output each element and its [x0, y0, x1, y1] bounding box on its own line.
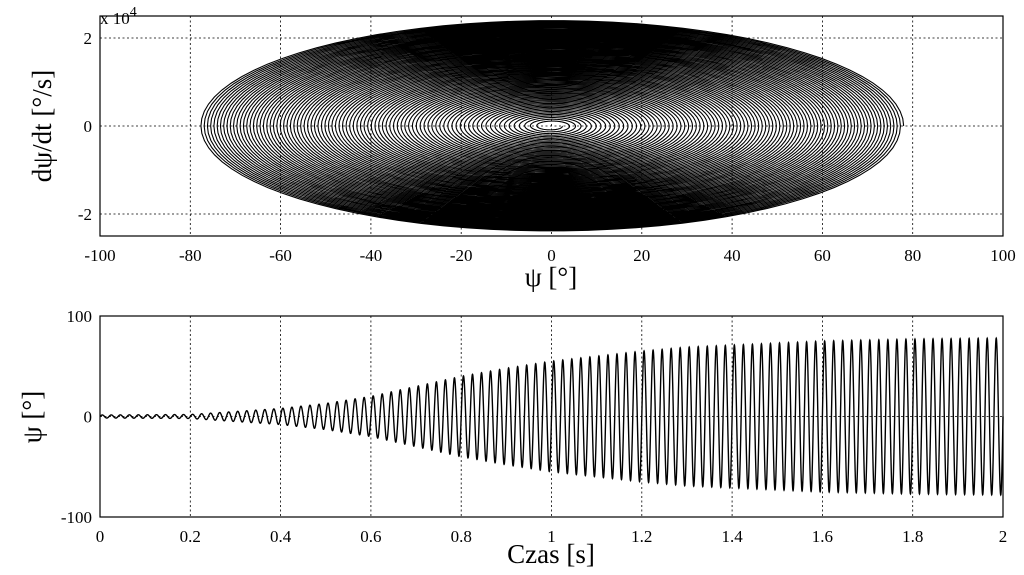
x-tick-label: 0.6: [360, 527, 381, 546]
phase-portrait-plot: -100 -80 -60 -40 -20 0 20 40 60 80 100 -202 x 104 …: [27, 5, 1016, 292]
x-tick-label: -20: [450, 246, 473, 265]
x-tick-label: 1.4: [721, 527, 743, 546]
x-tick-label: 1.6: [812, 527, 833, 546]
phase-plot-y-axis-label: dψ/dt [°/s]: [27, 70, 57, 182]
y-exponent-label: x 104: [100, 5, 137, 28]
y-tick-label: -100: [61, 508, 92, 527]
x-tick-label: 40: [724, 246, 741, 265]
x-tick-label: 100: [990, 246, 1016, 265]
x-tick-label: 2: [999, 527, 1008, 546]
x-tick-label: 1: [547, 527, 556, 546]
x-tick-label: 0: [96, 527, 105, 546]
x-tick-label: 0.4: [270, 527, 292, 546]
y-tick-label: -2: [78, 205, 92, 224]
phase-plot-y-tick-labels: -2 0 2: [78, 29, 92, 224]
time-plot-curve: [99, 336, 1004, 497]
x-tick-label: -40: [360, 246, 383, 265]
time-plot-y-axis-label: ψ [°]: [17, 391, 47, 443]
x-tick-label: -80: [179, 246, 202, 265]
x-tick-label: 1.2: [631, 527, 652, 546]
x-tick-label: 60: [814, 246, 831, 265]
y-tick-label: 0: [84, 408, 93, 427]
x-tick-label: 1.8: [902, 527, 923, 546]
phase-plot-x-axis-label: ψ [°]: [525, 262, 577, 292]
phase-plot-curve: [200, 20, 905, 232]
x-tick-label: -100: [84, 246, 115, 265]
y-tick-label: 100: [67, 307, 93, 326]
x-tick-label: -60: [269, 246, 292, 265]
x-tick-label: 80: [904, 246, 921, 265]
y-tick-label: 2: [84, 29, 93, 48]
phase-plot-x-tick-labels: -100 -80 -60 -40 -20 0 20 40 60 80 100: [84, 246, 1015, 265]
psi-time-series-line: [99, 336, 1004, 497]
x-tick-label: 0.8: [451, 527, 472, 546]
x-tick-label: 0.2: [180, 527, 201, 546]
phase-spiral-line: [200, 20, 905, 232]
time-plot-x-axis-label: Czas [s]: [507, 539, 595, 569]
x-tick-label: 0: [547, 246, 556, 265]
x-tick-label: 20: [633, 246, 650, 265]
y-tick-label: 0: [84, 117, 93, 136]
time-plot-x-tick-labels: 0 0.2 0.4 0.6 0.8 1 1.2 1.4 1.6 1.8 2: [96, 527, 1008, 546]
time-plot-y-tick-labels: -100 0 100: [61, 307, 92, 527]
